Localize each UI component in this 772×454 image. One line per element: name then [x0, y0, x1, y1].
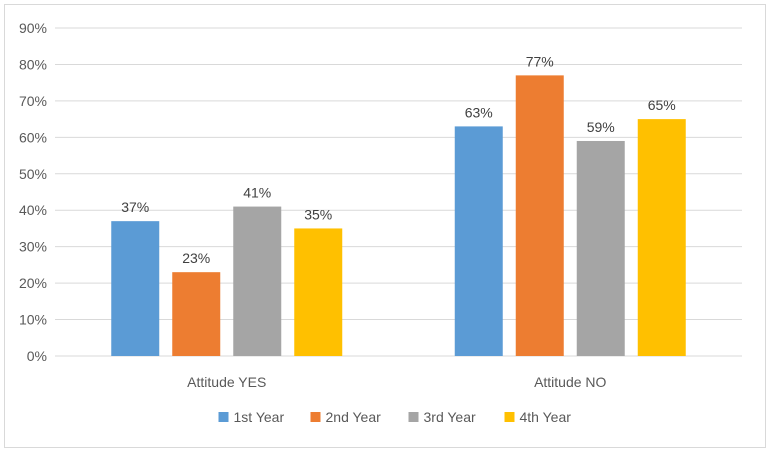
data-label: 59%	[587, 119, 615, 135]
x-category-label: Attitude NO	[534, 374, 606, 390]
bar	[637, 119, 686, 356]
bar	[172, 272, 221, 356]
chart-frame: 0% 10% 20% 30% 40% 50% 60% 70% 80% 90% 37% 23% 41% 3…	[4, 4, 766, 448]
data-label: 63%	[465, 104, 493, 120]
bar-chart: 0%10%20%30%40%50%60%70%80%90% 37%23%41%3…	[19, 20, 742, 425]
legend-label: 1st Year	[234, 409, 285, 425]
y-tick-label: 90%	[19, 20, 47, 36]
data-label: 77%	[526, 53, 554, 69]
data-label: 37%	[121, 199, 149, 215]
legend-swatch	[218, 412, 229, 422]
bars	[111, 75, 686, 357]
y-axis-ticks: 0% 10% 20% 30% 40% 50% 60% 70% 80% 90%	[19, 20, 47, 364]
legend-swatch	[504, 412, 515, 422]
legend-swatch	[310, 412, 321, 422]
legend-swatch	[408, 412, 419, 422]
y-tick-label: 40%	[19, 202, 47, 218]
bar	[294, 228, 343, 356]
y-tick-label: 0%	[27, 348, 47, 364]
y-tick-label: 30%	[19, 239, 47, 255]
y-tick-label: 70%	[19, 93, 47, 109]
x-category-label: Attitude YES	[187, 374, 266, 390]
bar	[454, 126, 503, 357]
legend-label: 4th Year	[520, 409, 572, 425]
data-labels: 37% 23% 41% 35% 63% 77% 59% 65%	[121, 53, 676, 266]
legend-label: 2nd Year	[326, 409, 382, 425]
legend-label: 3rd Year	[424, 409, 476, 425]
legend: 1st Year 2nd Year 3rd Year 4th Year	[218, 409, 572, 425]
bar	[111, 221, 160, 356]
data-label: 41%	[243, 185, 271, 201]
data-label: 35%	[304, 206, 332, 222]
y-tick-label: 80%	[19, 56, 47, 72]
y-tick-label: 20%	[19, 275, 47, 291]
gridlines	[55, 27, 742, 357]
y-tick-label: 60%	[19, 129, 47, 145]
bar	[515, 75, 564, 356]
data-label: 23%	[182, 250, 210, 266]
x-axis-categories: Attitude YES Attitude NO	[187, 374, 606, 390]
bar	[576, 140, 625, 356]
data-label: 65%	[648, 97, 676, 113]
y-tick-label: 10%	[19, 312, 47, 328]
bar	[233, 206, 282, 356]
y-tick-label: 50%	[19, 166, 47, 182]
